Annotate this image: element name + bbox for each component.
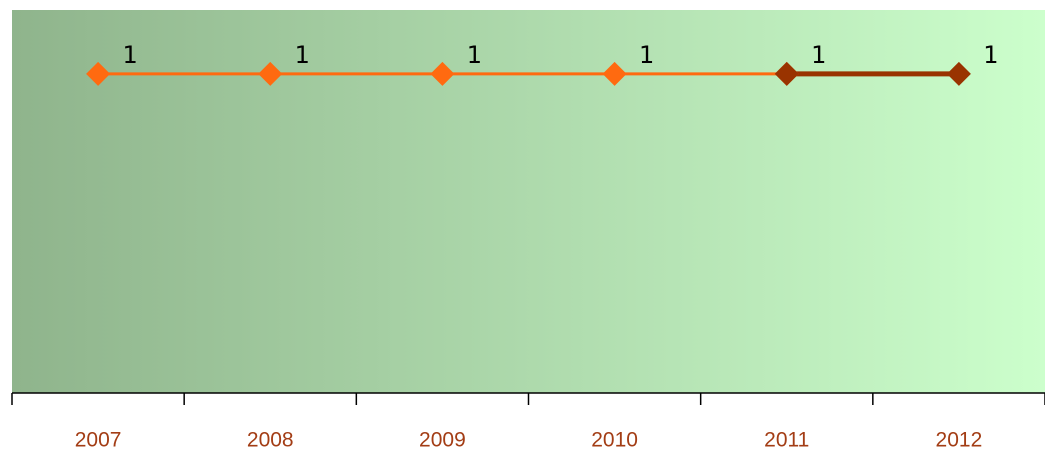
marker: [774, 61, 799, 86]
data-label: 1: [983, 41, 998, 69]
data-label: 1: [295, 41, 310, 69]
x-tick-label: 2009: [419, 429, 466, 452]
data-label: 1: [639, 41, 654, 69]
x-tick-label: 2012: [936, 429, 983, 452]
data-label: 1: [467, 41, 482, 69]
marker: [946, 61, 971, 86]
marker: [602, 61, 627, 86]
x-tick-label: 2008: [247, 429, 294, 452]
marker: [258, 61, 283, 86]
data-label: 1: [811, 41, 826, 69]
marker: [430, 61, 455, 86]
x-tick-label: 2010: [591, 429, 638, 452]
x-tick-label: 2007: [75, 429, 122, 452]
x-tick-label: 2011: [764, 429, 809, 452]
data-label: 1: [122, 41, 137, 69]
plot-area: [12, 10, 1045, 393]
marker: [86, 61, 111, 86]
